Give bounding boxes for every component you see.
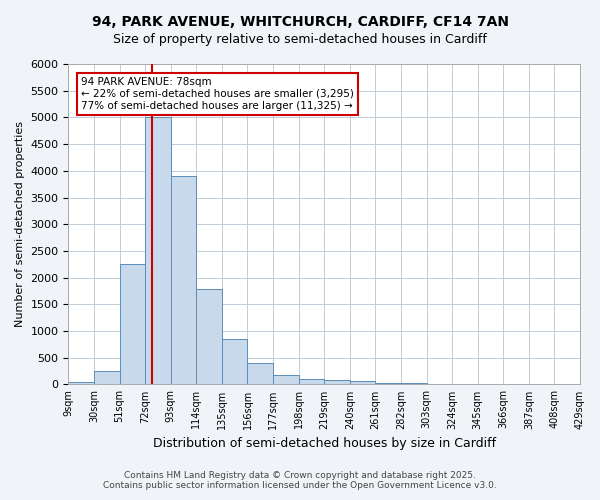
Text: 94, PARK AVENUE, WHITCHURCH, CARDIFF, CF14 7AN: 94, PARK AVENUE, WHITCHURCH, CARDIFF, CF… (91, 15, 509, 29)
Bar (94, 371, 119, 384)
Y-axis label: Number of semi-detached properties: Number of semi-detached properties (15, 121, 25, 327)
Text: Contains HM Land Registry data © Crown copyright and database right 2025.
Contai: Contains HM Land Registry data © Crown c… (103, 470, 497, 490)
Bar (376, 383, 401, 384)
Bar (119, 264, 145, 384)
Text: 94 PARK AVENUE: 78sqm
← 22% of semi-detached houses are smaller (3,295)
77% of s: 94 PARK AVENUE: 78sqm ← 22% of semi-deta… (81, 78, 354, 110)
Bar (145, 118, 171, 384)
Bar (350, 382, 376, 384)
Bar (273, 375, 299, 384)
Bar (171, 176, 196, 384)
Bar (299, 378, 324, 384)
Bar (247, 362, 273, 384)
Bar (222, 339, 247, 384)
Text: Size of property relative to semi-detached houses in Cardiff: Size of property relative to semi-detach… (113, 32, 487, 46)
Bar (324, 380, 350, 384)
Bar (196, 290, 222, 384)
Bar (68, 382, 94, 384)
X-axis label: Distribution of semi-detached houses by size in Cardiff: Distribution of semi-detached houses by … (152, 437, 496, 450)
